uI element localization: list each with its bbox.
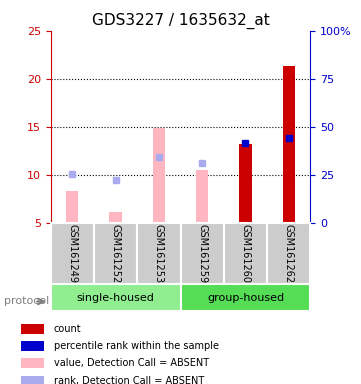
Bar <box>21 324 44 334</box>
Text: value, Detection Call = ABSENT: value, Detection Call = ABSENT <box>54 358 209 368</box>
FancyBboxPatch shape <box>94 223 137 284</box>
Text: percentile rank within the sample: percentile rank within the sample <box>54 341 219 351</box>
Text: GSM161252: GSM161252 <box>110 224 121 283</box>
FancyBboxPatch shape <box>137 223 180 284</box>
Bar <box>21 358 44 368</box>
Bar <box>283 222 295 223</box>
Bar <box>196 170 208 223</box>
FancyBboxPatch shape <box>180 223 224 284</box>
Text: single-housed: single-housed <box>77 293 155 303</box>
Bar <box>21 376 44 384</box>
FancyBboxPatch shape <box>51 223 94 284</box>
Bar <box>239 144 252 223</box>
Title: GDS3227 / 1635632_at: GDS3227 / 1635632_at <box>92 13 269 29</box>
Text: GSM161262: GSM161262 <box>284 224 294 283</box>
Bar <box>66 191 78 223</box>
Text: protocol: protocol <box>4 296 49 306</box>
Text: GSM161259: GSM161259 <box>197 224 207 283</box>
Bar <box>153 128 165 223</box>
Text: GSM161249: GSM161249 <box>67 224 77 283</box>
FancyBboxPatch shape <box>180 284 310 311</box>
FancyBboxPatch shape <box>267 223 310 284</box>
Text: rank, Detection Call = ABSENT: rank, Detection Call = ABSENT <box>54 376 204 384</box>
FancyBboxPatch shape <box>51 284 180 311</box>
Bar <box>109 212 122 223</box>
FancyBboxPatch shape <box>224 223 267 284</box>
Text: group-housed: group-housed <box>207 293 284 303</box>
Bar <box>239 222 252 223</box>
Bar <box>21 341 44 351</box>
Text: count: count <box>54 324 82 334</box>
Text: GSM161260: GSM161260 <box>240 224 251 283</box>
Text: GSM161253: GSM161253 <box>154 224 164 283</box>
Bar <box>283 66 295 223</box>
